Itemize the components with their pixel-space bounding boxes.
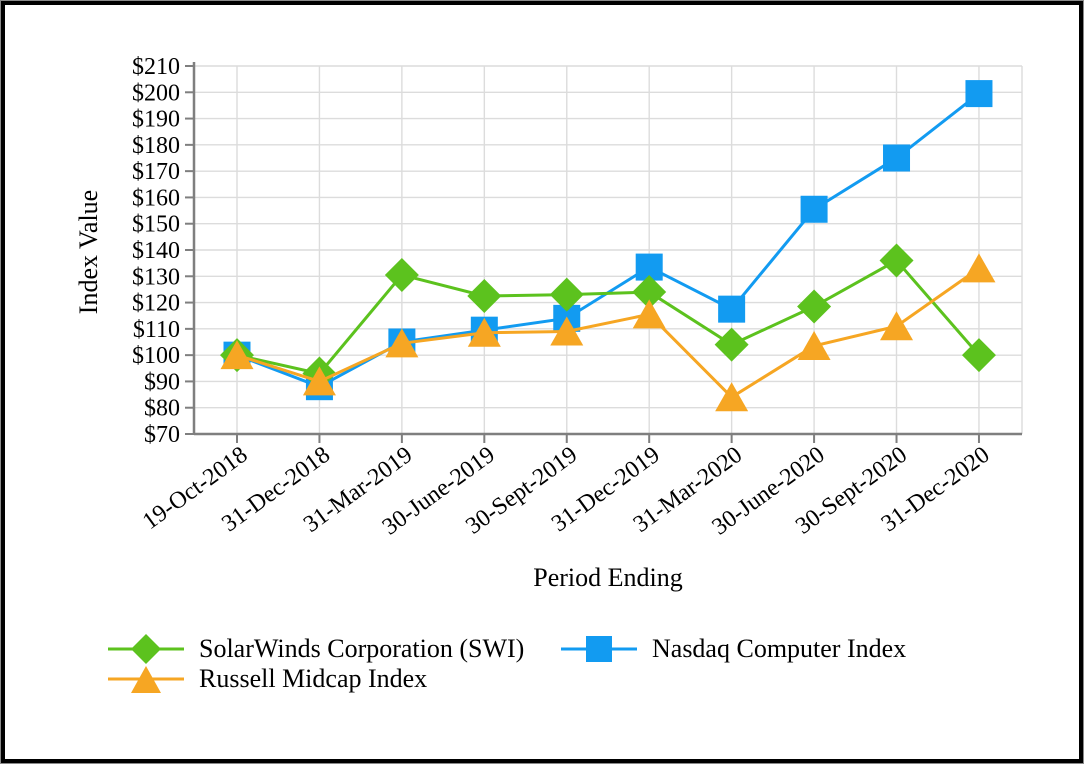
- y-tick-label: $210: [132, 54, 180, 80]
- y-tick-label: $90: [144, 369, 180, 395]
- legend-item-nasdaq: Nasdaq Computer Index: [559, 633, 906, 665]
- legend-label-nasdaq: Nasdaq Computer Index: [652, 634, 907, 663]
- y-tick-label: $130: [132, 264, 180, 290]
- y-tick-label: $160: [132, 185, 180, 211]
- legend-item-russell: Russell Midcap Index: [106, 663, 427, 695]
- legend-item-solarwinds: SolarWinds Corporation (SWI): [106, 633, 524, 665]
- series-0-line: [220, 243, 996, 391]
- x-tick-labels: 19-Oct-201831-Dec-201831-Mar-201930-June…: [138, 442, 994, 541]
- y-tick-labels: $210$200$190$180$170$160$150$140$130$120…: [132, 54, 180, 448]
- solarwinds-diamond-legend-icon: [108, 634, 184, 664]
- x-axis-title: Period Ending: [533, 563, 683, 592]
- legend-label-solarwinds: SolarWinds Corporation (SWI): [199, 634, 525, 663]
- legend-label-russell: Russell Midcap Index: [199, 664, 428, 693]
- y-tick-label: $180: [132, 133, 180, 159]
- axes: [185, 62, 1022, 443]
- y-tick-label: $120: [132, 291, 180, 317]
- y-tick-label: $100: [132, 343, 180, 369]
- y-tick-label: $70: [144, 422, 180, 448]
- y-tick-label: $110: [133, 317, 180, 343]
- y-tick-label: $200: [132, 80, 180, 106]
- y-tick-label: $140: [132, 238, 180, 264]
- russell-triangle-legend-icon: [108, 666, 184, 693]
- y-tick-label: $80: [144, 396, 180, 422]
- y-tick-label: $150: [132, 212, 180, 238]
- series-2-line: [220, 253, 996, 412]
- y-tick-label: $190: [132, 107, 180, 133]
- y-tick-label: $170: [132, 159, 180, 185]
- y-axis-title: Index Value: [74, 189, 103, 315]
- nasdaq-square-legend-icon: [561, 636, 637, 662]
